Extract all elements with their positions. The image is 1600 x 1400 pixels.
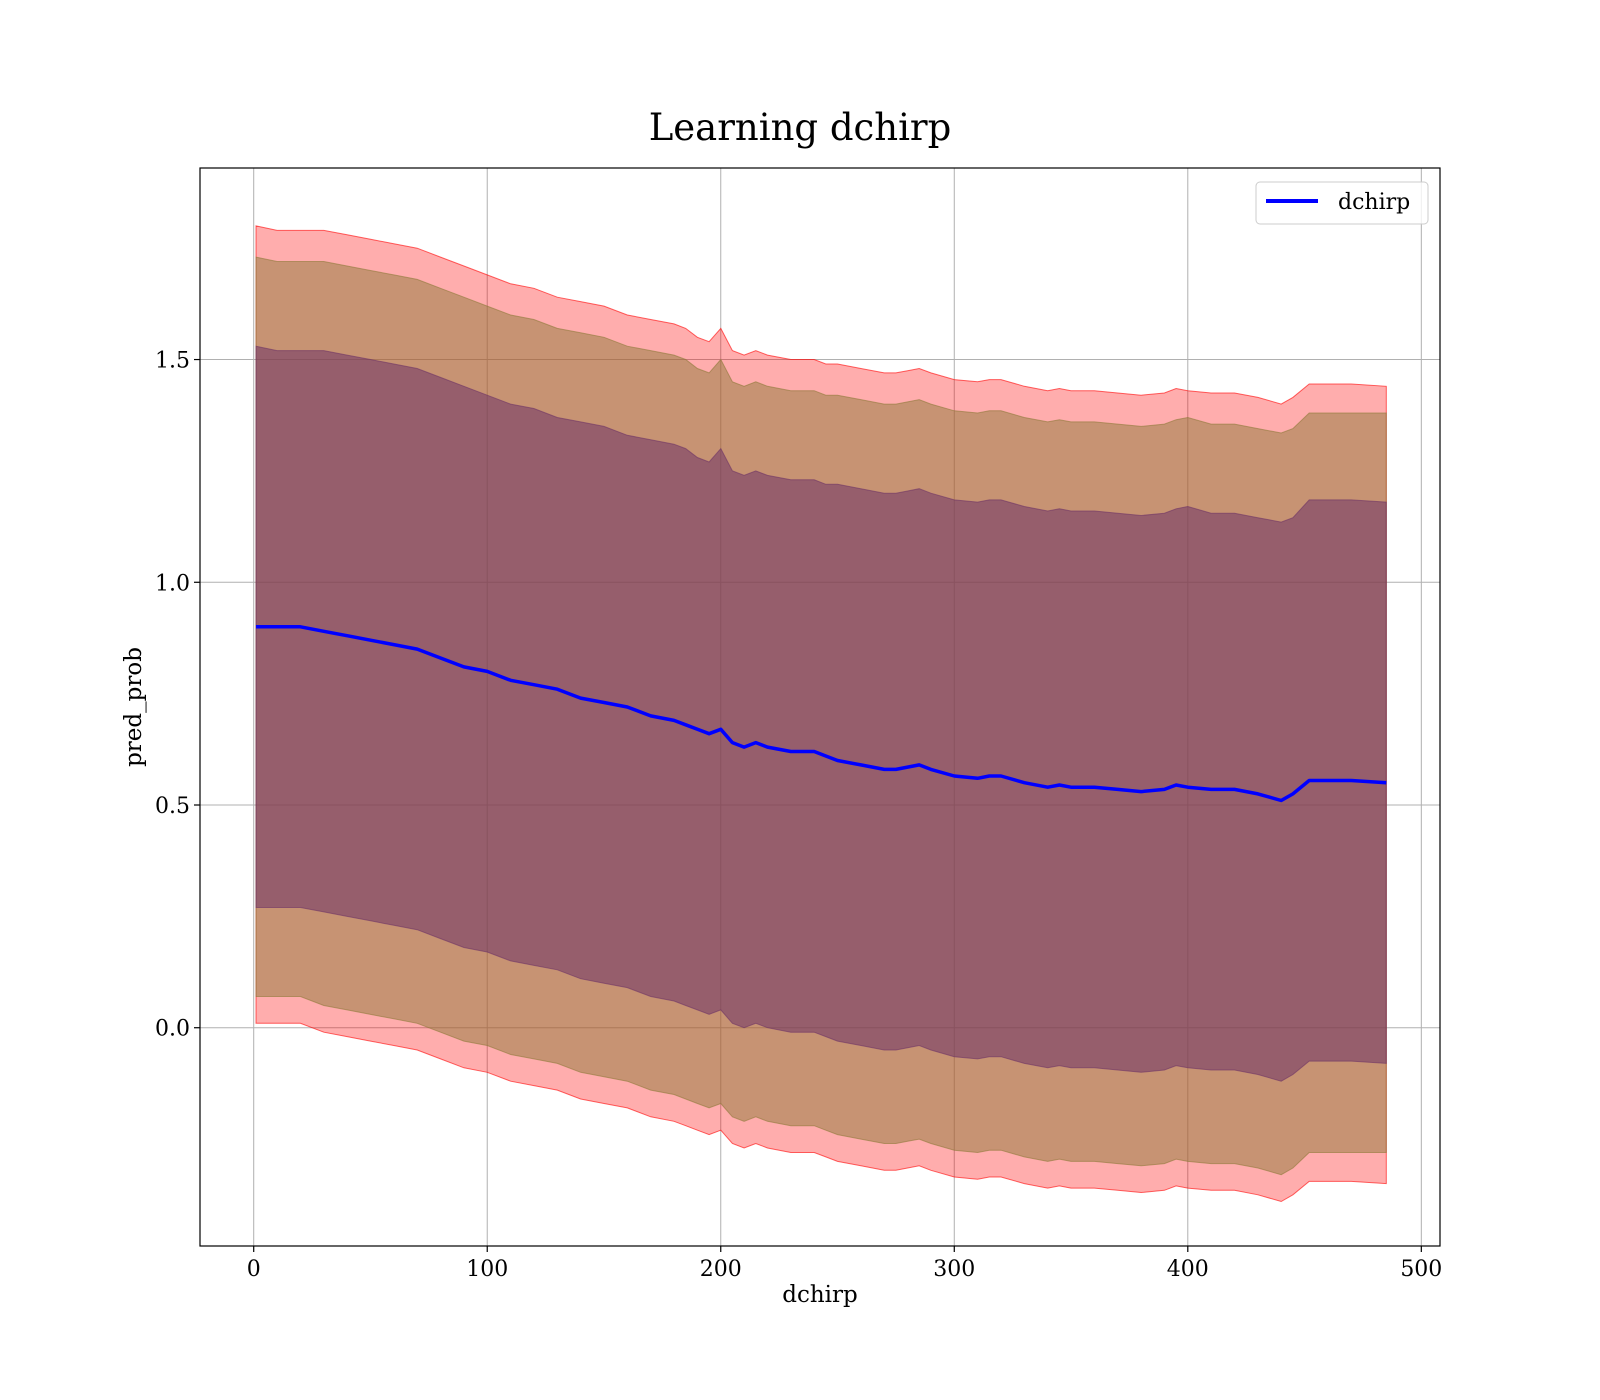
legend: dchirp — [1255, 181, 1429, 225]
x-tick-label: 300 — [933, 1257, 975, 1282]
y-tick-label: 0.0 — [155, 1017, 190, 1042]
line-layer — [256, 625, 1387, 803]
y-axis-title: pred_prob — [121, 647, 147, 767]
x-tick-label: 400 — [1167, 1257, 1209, 1282]
plot-frame — [199, 167, 1441, 1247]
x-tick-label: 100 — [466, 1257, 508, 1282]
band-layer — [255, 225, 1387, 1203]
tick-layer: 0 100 200 300 400 500 0.0 0.5 1.0 1.5 — [155, 349, 1442, 1282]
y-tick-label: 0.5 — [155, 794, 190, 819]
series-line-dchirp — [256, 625, 1387, 803]
band-inner — [255, 345, 1387, 1082]
chart-title: Learning dchirp — [649, 106, 952, 149]
x-axis-title: dchirp — [782, 1282, 858, 1308]
legend-box — [1255, 181, 1429, 225]
y-tick-label: 1.0 — [155, 571, 190, 596]
x-tick-label: 200 — [700, 1257, 742, 1282]
legend-label-dchirp: dchirp — [1338, 190, 1410, 215]
x-tick-label: 500 — [1400, 1257, 1442, 1282]
y-tick-label: 1.5 — [155, 349, 190, 374]
x-tick-label: 0 — [247, 1257, 261, 1282]
